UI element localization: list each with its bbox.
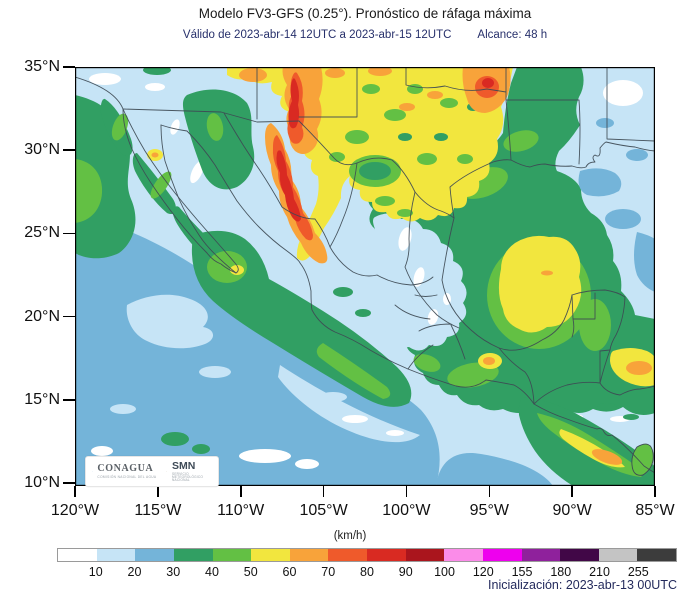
colorbar-cell (598, 549, 638, 561)
colorbar-tick-label: 70 (321, 565, 336, 579)
colorbar-tick-label: 120 (472, 565, 494, 579)
wind-speed-colorbar (57, 548, 677, 562)
colorbar-cell (328, 549, 367, 561)
colorbar-tick-label: 20 (127, 565, 142, 579)
colorbar-tick-label: 90 (398, 565, 413, 579)
lon-tick-mark (322, 486, 325, 497)
lat-tick-mark (63, 315, 75, 318)
map-canvas (75, 67, 655, 486)
colorbar-tick-labels: 10 20 30 40 50 60 70 80 90 100 120 155 180 210 255 (57, 565, 677, 581)
colorbar-tick-label: 180 (550, 565, 572, 579)
colorbar-cell (96, 549, 136, 561)
agency-logos: CONAGUA COMISIÓN NACIONAL DEL AGUA SMN S… (85, 456, 219, 487)
lon-tick-mark (240, 486, 242, 497)
colorbar-cell (444, 549, 483, 561)
lat-tick-label: 20°N (24, 307, 60, 325)
colorbar-tick-label: 30 (166, 565, 181, 579)
colorbar-cell (58, 549, 97, 561)
lat-tick-mark (63, 232, 75, 235)
map-frame (75, 67, 655, 486)
colorbar-tick-label: 255 (627, 565, 649, 579)
conagua-sublabel: COMISIÓN NACIONAL DEL AGUA (97, 474, 157, 479)
lon-tick-label: 105°W (299, 502, 348, 519)
colorbar-cell (173, 549, 213, 561)
lon-tick-mark (654, 486, 656, 497)
colorbar-cell (405, 549, 445, 561)
colorbar-cell (212, 549, 252, 561)
colorbar-cell (521, 549, 561, 561)
lat-tick-label: 15°N (24, 390, 60, 408)
lon-tick-label: 100°W (382, 502, 431, 519)
page-title: Modelo FV3-GFS (0.25°). Pronóstico de rá… (198, 6, 532, 21)
lon-tick-mark (488, 486, 490, 497)
colorbar-tick-label: 80 (360, 565, 374, 579)
colorbar-tick-label: 60 (282, 565, 297, 579)
lat-tick-label: 10°N (24, 474, 60, 491)
colorbar-cell (560, 549, 599, 561)
smn-sublabel: SERVICIO METEOROLÓGICO NACIONAL (172, 471, 204, 483)
lon-tick-mark (571, 486, 573, 497)
lon-tick-label: 95°W (469, 502, 509, 519)
lon-tick-mark (74, 486, 76, 497)
coastline-borders (75, 67, 655, 474)
lon-tick-mark (157, 486, 159, 497)
lat-tick-mark (63, 399, 75, 401)
conagua-wordmark: CONAGUA (97, 463, 154, 475)
colorbar-cell (289, 549, 329, 561)
colorbar-tick-label: 100 (434, 565, 455, 579)
lon-tick-label: 120°W (50, 502, 100, 519)
colorbar-cell (482, 549, 522, 561)
colorbar-tick-label: 155 (511, 565, 533, 579)
lon-tick-label: 85°W (635, 502, 675, 519)
colorbar-tick-label: 10 (88, 565, 103, 579)
subtitle: Válido de 2023-abr-14 12UTC a 2023-abr-1… (75, 29, 655, 41)
colorbar-tick-label: 50 (243, 565, 258, 579)
lat-tick-label: 35°N (24, 58, 60, 75)
lon-tick-label: 90°W (552, 502, 592, 519)
colorbar-tick-label: 40 (205, 565, 219, 579)
lat-tick-label: 25°N (24, 224, 60, 242)
forecast-reach-label: Alcance: 48 h (477, 29, 548, 41)
wind-speed-contours (75, 67, 655, 486)
smn-logo-icon (166, 471, 167, 472)
colorbar-cell (637, 549, 676, 561)
colorbar-cell (367, 549, 406, 561)
lat-tick-mark (63, 482, 75, 484)
smn-wordmark: SMN (172, 459, 196, 472)
lat-tick-mark (63, 149, 75, 151)
lat-tick-mark (63, 66, 75, 68)
initialization-label: Inicialización: 2023-abr-13 00UTC (488, 578, 677, 592)
colorbar-cell (251, 549, 290, 561)
lat-tick-label: 30°N (24, 141, 60, 159)
valid-period-label: Válido de 2023-abr-14 12UTC a 2023-abr-1… (182, 29, 452, 41)
lon-tick-label: 115°W (134, 502, 182, 519)
lon-tick-label: 110°W (217, 502, 265, 519)
colorbar-unit-label: (km/h) (333, 530, 367, 542)
colorbar-cell (135, 549, 174, 561)
lon-tick-mark (405, 486, 408, 497)
colorbar-tick-label: 210 (589, 565, 610, 579)
